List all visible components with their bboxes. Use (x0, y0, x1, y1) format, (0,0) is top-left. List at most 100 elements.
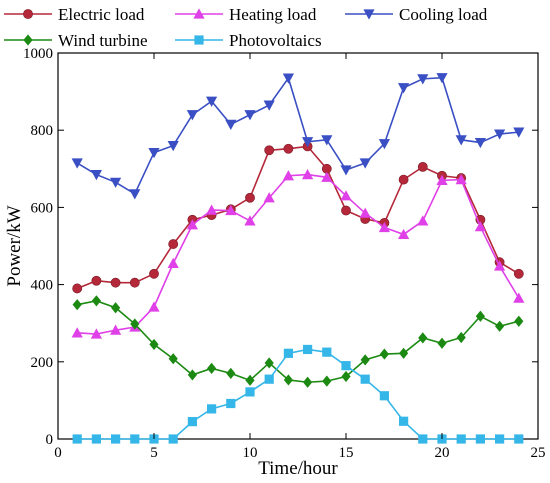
series-cooling-load (71, 73, 525, 200)
data-point (379, 348, 389, 360)
legend-label: Wind turbine (58, 31, 148, 50)
data-point (148, 147, 160, 159)
data-point (399, 347, 409, 359)
legend: Electric load Heating load Cooling load Win… (4, 5, 488, 50)
data-point (514, 315, 524, 327)
legend-label: Photovoltaics (229, 31, 322, 50)
data-point (263, 192, 275, 203)
data-point (455, 174, 467, 185)
data-point (495, 320, 505, 332)
data-point (418, 434, 428, 444)
data-point (91, 275, 102, 286)
data-point (149, 268, 159, 279)
data-point (341, 370, 351, 383)
data-point (130, 318, 140, 330)
data-point (225, 204, 237, 216)
data-point (398, 174, 409, 185)
data-point (167, 141, 179, 152)
data-point (206, 204, 218, 215)
data-point (474, 221, 486, 232)
legend-item: Electric load (4, 5, 145, 24)
data-point (513, 127, 525, 138)
data-point (359, 158, 371, 169)
data-point (187, 417, 197, 427)
data-point (244, 215, 256, 226)
legend-item: Wind turbine (4, 31, 148, 50)
legend-item: Heating load (175, 5, 317, 24)
data-point (456, 331, 466, 344)
data-point (225, 119, 237, 131)
data-point (475, 434, 485, 444)
data-point (322, 375, 332, 387)
legend-marker (193, 8, 205, 19)
x-tick-label: 0 (54, 445, 62, 461)
data-point (359, 207, 371, 218)
data-point (360, 354, 370, 366)
data-point (168, 434, 178, 444)
data-point (417, 215, 429, 226)
data-point (72, 283, 83, 294)
legend-label: Cooling load (399, 5, 488, 24)
data-point (321, 171, 333, 182)
data-point (130, 434, 140, 444)
data-point (245, 374, 255, 386)
series-photovoltaics (72, 344, 524, 444)
data-point (263, 100, 275, 111)
legend-marker (194, 35, 204, 45)
data-point (474, 137, 486, 149)
data-point (91, 434, 101, 444)
data-point (282, 73, 294, 84)
data-point (418, 332, 428, 344)
series-line (76, 76, 519, 196)
data-point (167, 257, 179, 268)
legend-marker (363, 9, 375, 20)
data-point (378, 221, 390, 233)
data-point (379, 391, 389, 401)
data-point (110, 324, 122, 335)
data-point (71, 327, 83, 338)
y-tick-label: 600 (31, 200, 54, 216)
data-point (341, 205, 351, 216)
legend-marker (23, 9, 33, 19)
data-point (417, 74, 429, 85)
data-point (399, 416, 409, 426)
axis-ticks: 0 5 10 15 20 25 0 200 400 600 800 1000 (23, 46, 546, 461)
data-point (303, 376, 313, 388)
data-point (437, 337, 447, 349)
data-point (91, 295, 101, 307)
data-point (72, 299, 82, 311)
data-point (514, 434, 524, 444)
data-point (207, 404, 217, 414)
data-point (494, 260, 506, 271)
data-point (90, 328, 102, 339)
data-point (71, 158, 83, 169)
data-point (206, 96, 218, 107)
legend-label: Heating load (229, 5, 317, 24)
legend-label: Electric load (58, 5, 145, 24)
data-point (513, 268, 524, 279)
data-point (111, 302, 121, 314)
data-point (148, 301, 160, 312)
plot-area-frame (57, 52, 539, 440)
data-point (475, 310, 485, 322)
series-wind-turbine (72, 295, 524, 388)
data-point (264, 357, 274, 369)
data-point (378, 139, 390, 150)
data-point (244, 110, 256, 121)
data-point (455, 135, 467, 146)
data-point (110, 277, 121, 288)
data-point (283, 374, 293, 386)
data-point (245, 192, 255, 203)
data-point (456, 434, 466, 444)
data-point (168, 353, 178, 365)
data-point (340, 190, 352, 201)
data-point (72, 434, 82, 444)
x-tick-label: 25 (531, 445, 546, 461)
data-point (168, 239, 179, 249)
y-tick-label: 400 (31, 278, 54, 294)
data-point (149, 338, 159, 351)
series-layer (71, 73, 525, 444)
data-point (186, 219, 198, 230)
y-tick-label: 1000 (23, 46, 53, 62)
data-point (226, 367, 236, 379)
